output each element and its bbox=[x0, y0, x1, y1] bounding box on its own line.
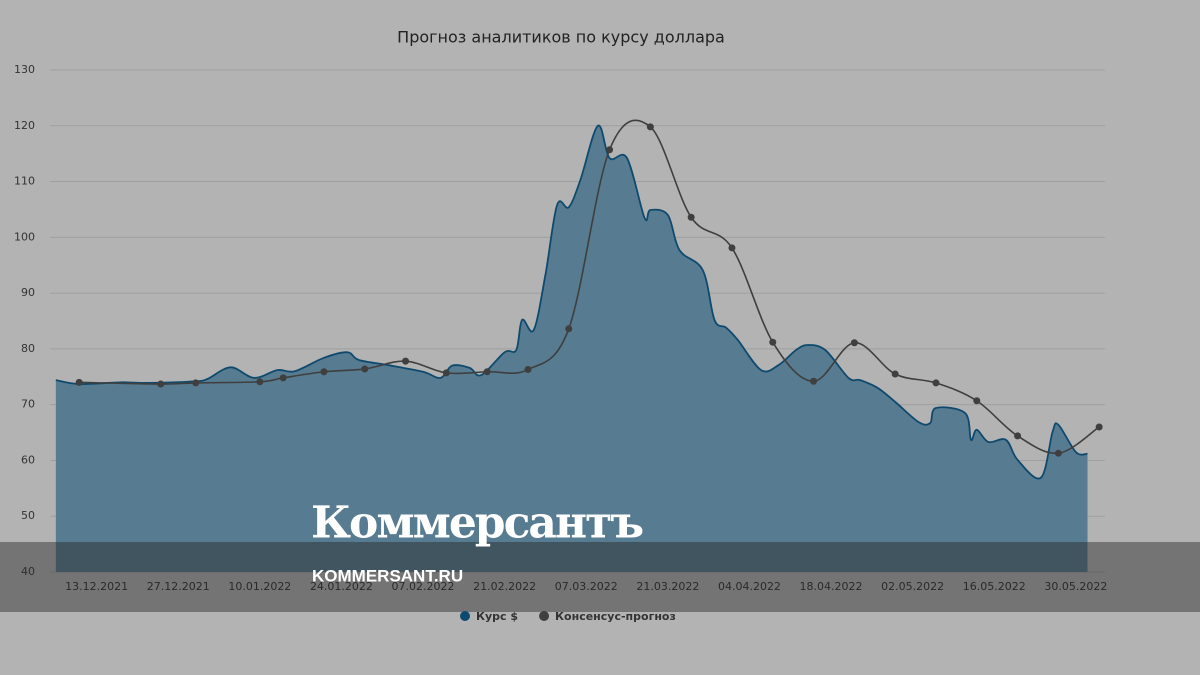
x-tick-label: 13.12.2021 bbox=[65, 580, 128, 593]
x-tick-label: 02.05.2022 bbox=[881, 580, 944, 593]
legend-marker bbox=[460, 611, 470, 621]
area bbox=[55, 125, 1088, 572]
point bbox=[606, 146, 614, 154]
y-tick-label: 100 bbox=[14, 230, 35, 243]
point bbox=[646, 123, 654, 131]
point bbox=[75, 378, 83, 386]
point bbox=[402, 357, 410, 365]
point bbox=[687, 213, 695, 221]
point bbox=[973, 397, 981, 405]
point bbox=[524, 366, 532, 374]
point bbox=[891, 370, 899, 378]
point bbox=[192, 379, 200, 387]
watermark-site: KOMMERSANT.RU bbox=[312, 566, 463, 585]
y-tick-label: 110 bbox=[14, 175, 35, 188]
point bbox=[850, 339, 858, 347]
point bbox=[157, 380, 165, 388]
point bbox=[442, 369, 450, 377]
y-tick-label: 130 bbox=[14, 63, 35, 76]
point bbox=[810, 377, 818, 385]
x-tick-label: 27.12.2021 bbox=[147, 580, 210, 593]
x-tick-label: 21.02.2022 bbox=[473, 580, 536, 593]
x-tick-label: 10.01.2022 bbox=[228, 580, 291, 593]
point bbox=[483, 368, 491, 376]
point bbox=[279, 374, 287, 382]
y-tick-label: 50 bbox=[21, 509, 35, 522]
legend-label: Курс $ bbox=[476, 610, 518, 623]
watermark-brand: Коммерсантъ bbox=[311, 498, 643, 549]
legend: Курс $ Консенсус-прогноз bbox=[460, 610, 676, 623]
y-tick-label: 80 bbox=[21, 342, 35, 355]
point bbox=[932, 379, 940, 387]
x-tick-label: 18.04.2022 bbox=[800, 580, 863, 593]
point bbox=[1014, 432, 1022, 440]
x-tick-label: 21.03.2022 bbox=[636, 580, 699, 593]
x-axis: 13.12.2021 27.12.2021 10.01.2022 24.01.2022… bbox=[65, 580, 1107, 593]
point bbox=[565, 325, 573, 333]
point bbox=[361, 365, 369, 373]
watermark-band bbox=[0, 542, 1200, 612]
x-tick-label: 07.02.2022 bbox=[392, 580, 455, 593]
point bbox=[728, 244, 736, 252]
x-tick-label: 30.05.2022 bbox=[1044, 580, 1107, 593]
plot: 40 50 60 70 80 90 100 110 120 130 bbox=[14, 63, 1105, 578]
y-tick-label: 70 bbox=[21, 398, 35, 411]
x-tick-label: 24.01.2022 bbox=[310, 580, 373, 593]
point bbox=[1095, 423, 1103, 431]
chart-title: Прогноз аналитиков по курсу доллара bbox=[397, 28, 725, 47]
legend-label: Консенсус-прогноз bbox=[555, 610, 676, 623]
point bbox=[320, 368, 328, 376]
point bbox=[1054, 449, 1062, 457]
legend-marker bbox=[539, 611, 550, 621]
y-tick-label: 40 bbox=[21, 565, 35, 578]
y-tick-label: 90 bbox=[21, 286, 35, 299]
y-tick-label: 120 bbox=[14, 119, 35, 132]
x-tick-label: 07.03.2022 bbox=[555, 580, 618, 593]
point bbox=[769, 338, 777, 346]
point bbox=[256, 378, 264, 386]
x-tick-label: 16.05.2022 bbox=[963, 580, 1026, 593]
x-tick-label: 04.04.2022 bbox=[718, 580, 781, 593]
y-tick-label: 60 bbox=[21, 453, 35, 466]
area-line bbox=[55, 124, 1088, 480]
